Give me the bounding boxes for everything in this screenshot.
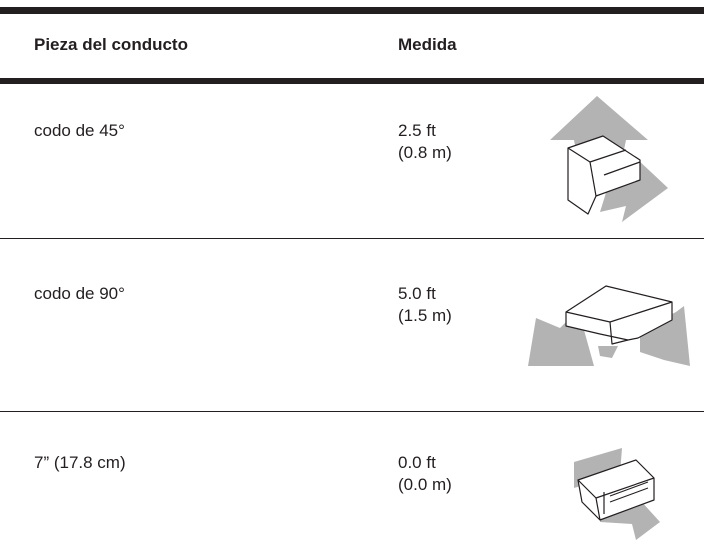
length-ft: 0.0 ft <box>398 453 436 472</box>
top-rule <box>0 7 704 14</box>
column-header: Pieza del conducto <box>34 35 188 54</box>
length-m: (0.0 m) <box>398 475 452 494</box>
header-rule <box>0 78 704 84</box>
piece-name: codo de 45° <box>34 121 125 140</box>
piece-name: codo de 90° <box>34 284 125 303</box>
length-m: (1.5 m) <box>398 306 452 325</box>
straight-duct-icon <box>574 448 660 540</box>
elbow-45-icon <box>550 96 668 222</box>
length-m: (0.8 m) <box>398 143 452 162</box>
length-ft: 5.0 ft <box>398 284 436 303</box>
length-ft: 2.5 ft <box>398 121 436 140</box>
piece-name: 7” (17.8 cm) <box>34 453 126 472</box>
elbow-90-icon <box>528 285 690 366</box>
column-header: Medida <box>398 35 457 54</box>
